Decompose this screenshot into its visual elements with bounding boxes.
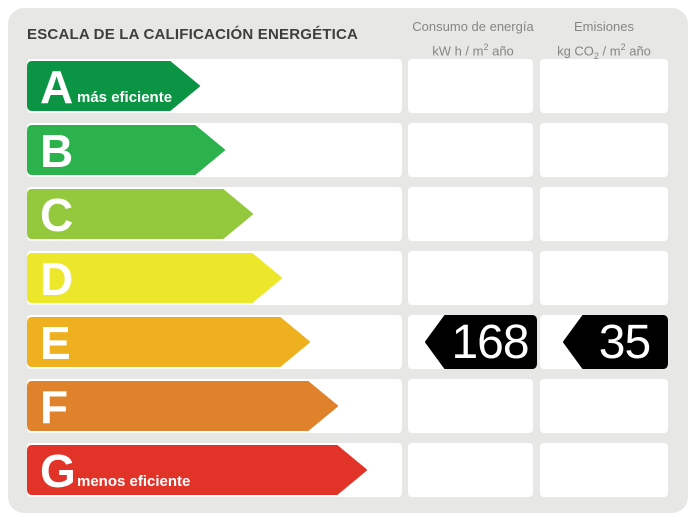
rating-arrow-d: D bbox=[27, 253, 282, 305]
column-header-consumo: Consumo de energía kW h / m2 año bbox=[408, 17, 538, 61]
consumo-cell bbox=[408, 123, 533, 177]
emisiones-cell bbox=[540, 187, 668, 241]
value-arrow-consumo: 168 bbox=[425, 315, 537, 369]
consumo-header-line1: Consumo de energía bbox=[412, 19, 534, 34]
consumo-cell bbox=[408, 379, 533, 433]
value-label-emisiones: 35 bbox=[598, 315, 651, 369]
rating-arrow-e: E bbox=[27, 317, 310, 369]
consumo-cell bbox=[408, 251, 533, 305]
emisiones-header-line1: Emisiones bbox=[574, 19, 634, 34]
rating-row-c: C bbox=[8, 187, 688, 241]
page-title: ESCALA DE LA CALIFICACIÓN ENERGÉTICA bbox=[27, 26, 359, 43]
rating-letter-b: B bbox=[40, 125, 74, 177]
emisiones-cell bbox=[540, 379, 668, 433]
rating-row-b: B bbox=[8, 123, 688, 177]
rating-letter-d: D bbox=[40, 253, 74, 305]
energy-label-card: ESCALA DE LA CALIFICACIÓN ENERGÉTICA Con… bbox=[8, 8, 688, 513]
rating-letter-f: F bbox=[40, 381, 69, 433]
consumo-cell bbox=[408, 187, 533, 241]
value-label-consumo: 168 bbox=[451, 315, 529, 369]
value-arrow-emisiones: 35 bbox=[563, 315, 668, 369]
consumo-cell bbox=[408, 443, 533, 497]
rating-arrow-c: C bbox=[27, 189, 253, 241]
efficiency-note: menos eficiente bbox=[77, 473, 191, 490]
rating-letter-g: G bbox=[40, 445, 76, 497]
rating-letter-a: A bbox=[40, 61, 74, 113]
rating-row-f: F bbox=[8, 379, 688, 433]
column-header-emisiones: Emisiones kg CO2 / m2 año bbox=[533, 17, 675, 66]
rating-letter-c: C bbox=[40, 189, 74, 241]
consumo-header-units: kW h / m2 año bbox=[432, 42, 514, 59]
rating-arrow-b: B bbox=[27, 125, 225, 177]
consumo-cell bbox=[408, 59, 533, 113]
rating-row-e: E 168 35 bbox=[8, 315, 688, 369]
emisiones-header-units: kg CO2 / m2 año bbox=[557, 42, 651, 61]
emisiones-cell bbox=[540, 443, 668, 497]
emisiones-cell bbox=[540, 251, 668, 305]
emisiones-cell bbox=[540, 123, 668, 177]
efficiency-note: más eficiente bbox=[77, 89, 173, 106]
rating-letter-e: E bbox=[40, 317, 71, 369]
emisiones-cell bbox=[540, 59, 668, 113]
rating-row-d: D bbox=[8, 251, 688, 305]
rating-arrow-f: F bbox=[27, 381, 338, 433]
